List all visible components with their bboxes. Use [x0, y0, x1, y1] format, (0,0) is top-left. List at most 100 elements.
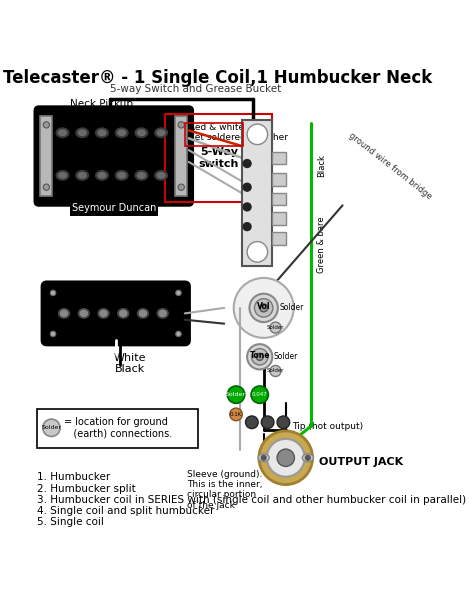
FancyBboxPatch shape: [40, 116, 52, 196]
Circle shape: [178, 122, 184, 128]
Text: Solder: Solder: [267, 325, 284, 330]
Circle shape: [178, 184, 184, 190]
Ellipse shape: [137, 173, 146, 178]
Circle shape: [305, 455, 310, 460]
Ellipse shape: [98, 130, 106, 136]
FancyBboxPatch shape: [272, 173, 286, 185]
Circle shape: [50, 290, 56, 296]
Circle shape: [249, 293, 278, 322]
Ellipse shape: [100, 310, 107, 317]
Ellipse shape: [137, 308, 148, 318]
Circle shape: [243, 183, 251, 191]
FancyBboxPatch shape: [175, 116, 187, 196]
FancyBboxPatch shape: [272, 212, 286, 225]
Text: Neck Pickup: Neck Pickup: [71, 98, 134, 109]
FancyBboxPatch shape: [242, 120, 273, 266]
Text: 4. Single coil and split humbucker: 4. Single coil and split humbucker: [37, 506, 215, 515]
Ellipse shape: [120, 310, 127, 317]
Ellipse shape: [115, 128, 128, 137]
Text: = location for ground
   (earth) connections.: = location for ground (earth) connection…: [64, 417, 173, 439]
Text: Black: Black: [317, 154, 326, 178]
Text: 5-Way
switch: 5-Way switch: [198, 147, 238, 169]
Text: Telecaster® - 1 Single Coil,1 Humbucker Neck: Telecaster® - 1 Single Coil,1 Humbucker …: [3, 68, 433, 86]
Ellipse shape: [76, 128, 89, 137]
Text: OUTPUT JACK: OUTPUT JACK: [319, 457, 403, 467]
Circle shape: [260, 304, 268, 312]
Circle shape: [246, 416, 258, 428]
Ellipse shape: [155, 170, 167, 180]
Text: 0.1K: 0.1K: [230, 412, 242, 417]
Circle shape: [234, 278, 294, 338]
Ellipse shape: [115, 170, 128, 180]
Circle shape: [247, 242, 268, 262]
FancyBboxPatch shape: [37, 409, 198, 448]
Text: 1. Humbucker: 1. Humbucker: [37, 472, 110, 482]
Ellipse shape: [98, 173, 106, 178]
Ellipse shape: [118, 130, 126, 136]
Circle shape: [256, 353, 263, 361]
Text: Red & white wires
get soldered together: Red & white wires get soldered together: [189, 123, 288, 142]
Ellipse shape: [98, 308, 109, 318]
FancyBboxPatch shape: [272, 193, 286, 205]
Text: Tip (hot output): Tip (hot output): [292, 422, 363, 431]
Circle shape: [261, 416, 274, 428]
Text: ground wire from bridge: ground wire from bridge: [346, 131, 433, 202]
Circle shape: [267, 439, 305, 477]
Text: 5-way Switch and Grease Bucket: 5-way Switch and Grease Bucket: [110, 83, 281, 94]
Ellipse shape: [59, 173, 66, 178]
Circle shape: [247, 344, 273, 370]
Ellipse shape: [59, 308, 70, 318]
Ellipse shape: [135, 128, 148, 137]
Text: Green & bare: Green & bare: [317, 217, 326, 273]
Circle shape: [251, 386, 268, 403]
Ellipse shape: [96, 128, 108, 137]
Circle shape: [270, 365, 281, 377]
Ellipse shape: [302, 454, 313, 462]
Ellipse shape: [56, 128, 69, 137]
Text: Solder: Solder: [280, 304, 304, 313]
FancyBboxPatch shape: [272, 232, 286, 245]
Circle shape: [259, 431, 312, 485]
Circle shape: [228, 386, 245, 403]
Text: Vol: Vol: [257, 302, 271, 311]
Ellipse shape: [78, 130, 86, 136]
Circle shape: [176, 290, 181, 296]
Text: Sleeve (ground).
This is the inner,
circular portion
of the jack: Sleeve (ground). This is the inner, circ…: [187, 470, 263, 510]
Text: Seymour Duncan: Seymour Duncan: [72, 203, 156, 214]
Ellipse shape: [258, 454, 269, 462]
Ellipse shape: [137, 130, 146, 136]
Ellipse shape: [118, 173, 126, 178]
Ellipse shape: [135, 170, 148, 180]
Ellipse shape: [61, 310, 68, 317]
Circle shape: [270, 322, 281, 333]
Ellipse shape: [78, 173, 86, 178]
Circle shape: [243, 223, 251, 230]
Circle shape: [277, 449, 294, 466]
Circle shape: [50, 331, 56, 337]
Circle shape: [43, 419, 60, 436]
Ellipse shape: [76, 170, 89, 180]
FancyBboxPatch shape: [35, 107, 192, 205]
Ellipse shape: [59, 130, 66, 136]
Ellipse shape: [159, 310, 166, 317]
FancyBboxPatch shape: [42, 282, 190, 345]
Ellipse shape: [139, 310, 146, 317]
Text: Solder: Solder: [274, 352, 298, 361]
Circle shape: [243, 203, 251, 211]
Circle shape: [43, 184, 49, 190]
Text: 5. Single coil: 5. Single coil: [37, 517, 104, 527]
Ellipse shape: [80, 310, 87, 317]
Text: Solder: Solder: [41, 425, 62, 430]
Ellipse shape: [157, 173, 165, 178]
Circle shape: [255, 299, 273, 317]
Text: Solder: Solder: [267, 368, 284, 373]
Text: 3. Humbucker coil in SERIES with (single coil and other humbucker coil in parall: 3. Humbucker coil in SERIES with (single…: [37, 494, 466, 505]
FancyBboxPatch shape: [272, 152, 286, 164]
Text: White: White: [113, 353, 146, 362]
Ellipse shape: [157, 308, 168, 318]
Text: 2. Humbucker split: 2. Humbucker split: [37, 484, 136, 494]
Ellipse shape: [118, 308, 129, 318]
Text: Black: Black: [114, 364, 145, 374]
Ellipse shape: [56, 170, 69, 180]
Ellipse shape: [96, 170, 108, 180]
